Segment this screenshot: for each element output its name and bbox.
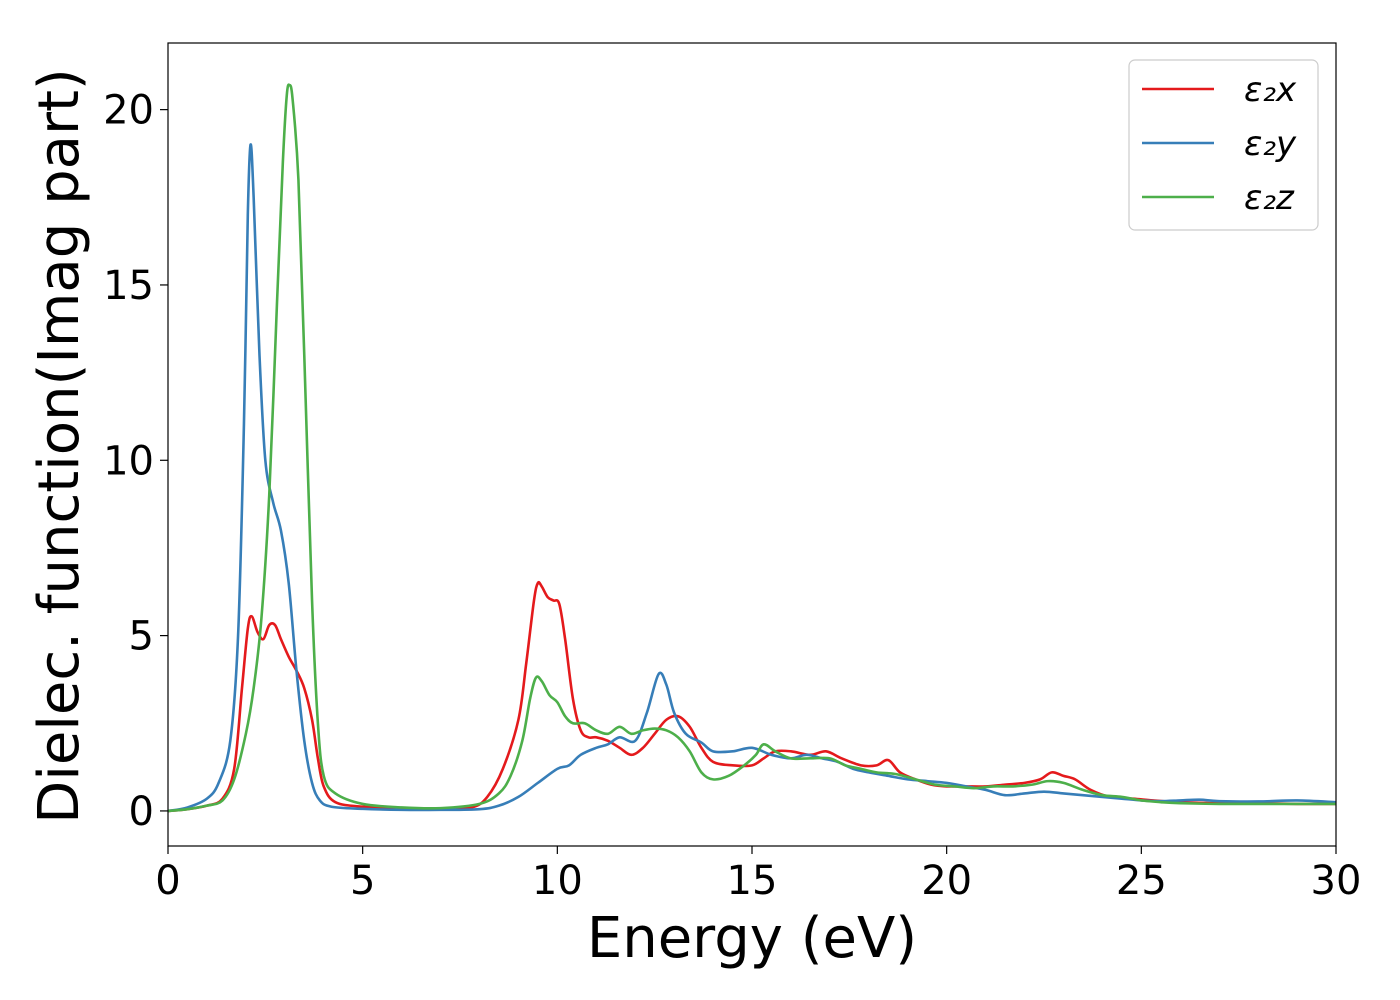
y-tick-label: 0 <box>129 789 154 835</box>
x-tick-label: 20 <box>921 858 972 904</box>
y-tick-label: 15 <box>103 263 154 309</box>
legend-label-3: ε₂z <box>1244 178 1295 218</box>
x-tick-label: 15 <box>727 858 778 904</box>
legend: ε₂x ε₂y ε₂z <box>1128 59 1319 231</box>
legend-box <box>1128 59 1319 231</box>
legend-label-2: ε₂y <box>1244 124 1297 164</box>
x-tick-label: 30 <box>1311 858 1362 904</box>
series-line-2 <box>168 143 1336 813</box>
y-tick-label: 5 <box>129 614 154 660</box>
series-line-1 <box>168 580 1336 813</box>
x-tick-label: 5 <box>350 858 375 904</box>
series-layer <box>168 83 1336 813</box>
x-axis: 0 5 10 15 20 25 30 <box>155 846 1361 904</box>
legend-label-1: ε₂x <box>1244 70 1297 110</box>
x-tick-label: 25 <box>1116 858 1167 904</box>
y-tick-label: 20 <box>103 88 154 134</box>
x-tick-label: 0 <box>155 858 180 904</box>
x-axis-label: Energy (eV) <box>587 906 917 971</box>
x-tick-label: 10 <box>532 858 583 904</box>
y-axis: 0 5 10 15 20 <box>103 88 168 835</box>
series-line-3 <box>168 83 1336 813</box>
y-axis-label: Dielec. function(Imag part) <box>27 68 92 824</box>
y-tick-label: 10 <box>103 438 154 484</box>
